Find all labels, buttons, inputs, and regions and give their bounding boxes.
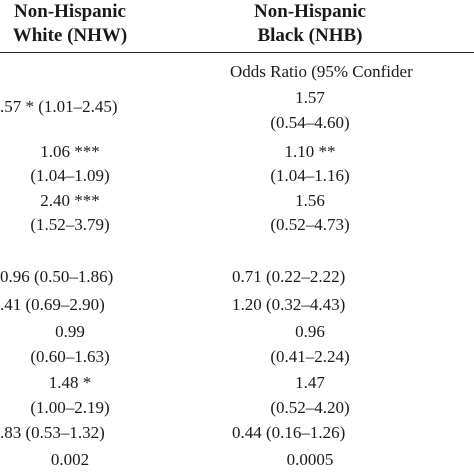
nhw-cell: 0.002 [50, 450, 90, 469]
nhw-cell: 1.48 * [48, 373, 92, 392]
header-rule [0, 52, 474, 53]
nhb-cell: 1.10 ** [284, 142, 336, 161]
nhb-cell: 1.47 [295, 373, 325, 392]
nhw-cell: 0.96 (0.50–1.86) [0, 267, 114, 286]
nhb-header-line2: Black (NHB) [257, 25, 363, 46]
nhw-header-line1: Non-Hispanic [14, 1, 126, 22]
nhb-cell: 1.57 [295, 88, 325, 107]
nhw-cell: 2.40 *** [40, 191, 100, 210]
nhw-cell: 1.06 *** [40, 142, 100, 161]
nhb-cell: 0.71 (0.22–2.22) [232, 267, 346, 286]
nhw-cell: (1.04–1.09) [30, 166, 110, 185]
nhb-cell: 1.20 (0.32–4.43) [232, 295, 346, 314]
nhb-header-line1: Non-Hispanic [254, 1, 366, 22]
nhw-header-line2: White (NHW) [12, 25, 128, 46]
nhw-cell: (0.60–1.63) [30, 347, 110, 366]
nhw-cell: .57 * (1.01–2.45) [0, 97, 118, 116]
nhb-cell: 1.56 [295, 191, 325, 210]
nhb-cell: (0.41–2.24) [270, 347, 350, 366]
nhb-cell: 0.96 [295, 322, 325, 341]
nhb-cell: (1.04–1.16) [270, 166, 350, 185]
nhw-cell: 0.99 [55, 322, 85, 341]
nhb-cell: (0.52–4.73) [270, 215, 350, 234]
odds-ratio-subheader: Odds Ratio (95% Confider [230, 62, 413, 81]
nhb-cell: 0.44 (0.16–1.26) [232, 423, 346, 442]
nhw-cell: .41 (0.69–2.90) [0, 295, 105, 314]
nhw-cell: (1.52–3.79) [30, 215, 110, 234]
nhw-cell: .83 (0.53–1.32) [0, 423, 105, 442]
nhb-cell: (0.54–4.60) [270, 113, 350, 132]
nhb-cell: (0.52–4.20) [270, 398, 350, 417]
nhw-cell: (1.00–2.19) [30, 398, 110, 417]
nhb-cell: 0.0005 [286, 450, 334, 469]
